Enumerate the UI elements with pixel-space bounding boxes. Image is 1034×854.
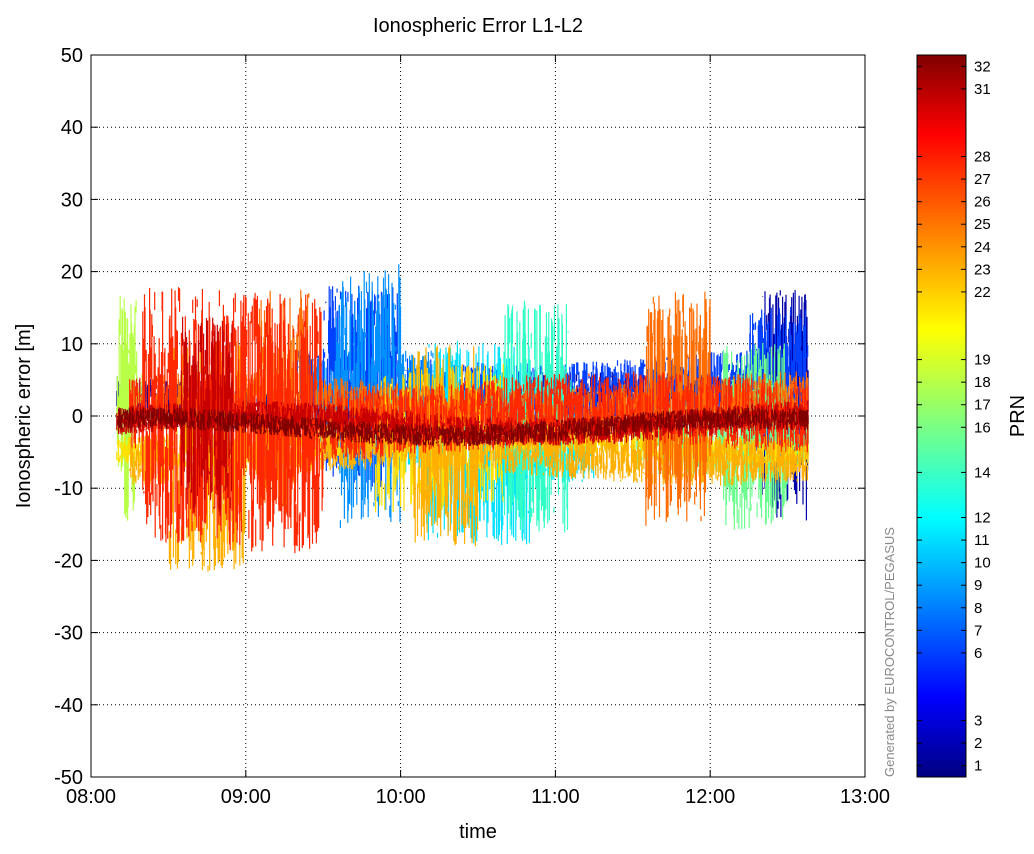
y-tick-label: 40 <box>61 117 83 139</box>
colorbar-tick-label: 26 <box>974 194 991 211</box>
colorbar-tick-label: 1 <box>974 758 982 775</box>
x-tick-label: 09:00 <box>221 786 271 808</box>
colorbar-tick-label: 11 <box>974 532 990 549</box>
y-tick-label: 20 <box>61 262 83 284</box>
colorbar-tick-label: 31 <box>974 81 991 98</box>
y-axis-label: Ionospheric error [m] <box>13 324 35 509</box>
x-tick-label: 12:00 <box>685 786 735 808</box>
colorbar-tick-label: 18 <box>974 374 991 391</box>
y-tick-label: 0 <box>72 406 83 428</box>
colorbar-tick-label: 25 <box>974 216 991 233</box>
watermark: Generated by EUROCONTROL/PEGASUS <box>882 527 897 777</box>
series-prn-32 <box>116 407 809 447</box>
axes: 08:00 09:00 10:00 11:00 12:00 13:00 -50 -40 -30 -… <box>54 45 890 808</box>
colorbar-tick-label: 27 <box>974 171 991 188</box>
colorbar-label: PRN <box>1007 395 1029 437</box>
colorbar-tick-label: 10 <box>974 555 991 572</box>
colorbar-tick-label: 17 <box>974 397 991 414</box>
colorbar-tick-label: 32 <box>974 58 991 75</box>
y-tick-label: 30 <box>61 189 83 211</box>
colorbar-tick-label: 14 <box>974 464 991 481</box>
colorbar-ticks: 1236789101112141617181922232425262728313… <box>917 58 991 775</box>
y-tick-label: -20 <box>54 550 83 572</box>
y-tick-label: -50 <box>54 767 83 789</box>
colorbar-tick-label: 9 <box>974 577 982 594</box>
x-tick-label: 10:00 <box>376 786 426 808</box>
colorbar-tick-label: 19 <box>974 352 991 369</box>
colorbar-tick-label: 7 <box>974 622 982 639</box>
x-tick-label: 11:00 <box>531 786 580 808</box>
y-tick-label: 10 <box>61 334 83 356</box>
colorbar-tick-label: 28 <box>974 149 991 166</box>
colorbar-tick-label: 6 <box>974 645 982 662</box>
colorbar-tick-label: 23 <box>974 261 991 278</box>
x-axis-label: time <box>459 821 497 843</box>
colorbar-tick-label: 16 <box>974 419 991 436</box>
y-tick-label: -40 <box>54 695 83 717</box>
colorbar-tick-label: 12 <box>974 510 991 527</box>
series-prn-32-trace <box>116 407 809 447</box>
x-tick-label: 08:00 <box>66 786 116 808</box>
colorbar-tick-label: 22 <box>974 284 991 301</box>
data-points <box>116 264 809 572</box>
y-tick-label: -30 <box>54 623 83 645</box>
colorbar <box>916 54 967 778</box>
y-tick-label: 50 <box>61 45 83 67</box>
y-tick-label: -10 <box>54 478 83 500</box>
colorbar-tick-label: 24 <box>974 239 991 256</box>
colorbar-tick-label: 3 <box>974 713 982 730</box>
colorbar-tick-label: 2 <box>974 735 982 752</box>
colorbar-tick-label: 8 <box>974 600 982 617</box>
chart-title: Ionospheric Error L1-L2 <box>373 15 583 37</box>
x-tick-label: 13:00 <box>840 786 890 808</box>
